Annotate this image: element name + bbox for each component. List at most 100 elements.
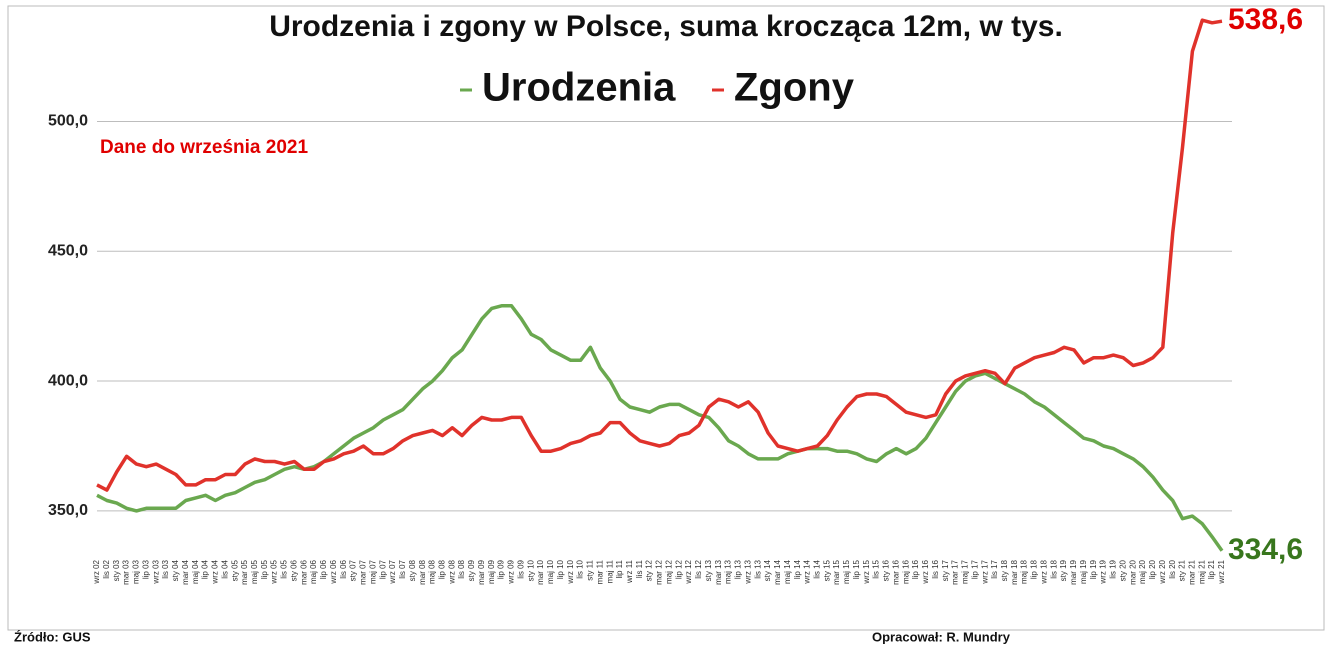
y-tick-label: 450,0 — [48, 242, 88, 259]
x-tick-label: sty 09 — [467, 559, 476, 581]
x-tick-label: lip 15 — [852, 559, 861, 579]
x-tick-label: lis 11 — [635, 559, 644, 578]
x-tick-label: maj 17 — [961, 559, 970, 584]
x-tick-label: sty 03 — [112, 559, 121, 581]
y-tick-label: 400,0 — [48, 372, 88, 389]
x-tick-label: mar 04 — [181, 559, 190, 584]
x-tick-label: mar 03 — [122, 559, 131, 584]
x-tick-label: lip 06 — [319, 559, 328, 579]
x-tick-label: mar 10 — [536, 559, 545, 584]
annotation: Dane do września 2021 — [100, 137, 308, 158]
x-tick-label: lis 04 — [220, 559, 229, 578]
x-tick-label: sty 20 — [1118, 559, 1127, 581]
x-tick-label: wrz 20 — [1158, 559, 1167, 584]
x-tick-label: mar 21 — [1188, 559, 1197, 584]
x-tick-label: lip 14 — [793, 559, 802, 579]
x-tick-label: lis 13 — [753, 559, 762, 578]
x-tick-label: wrz 10 — [566, 559, 575, 584]
x-tick-label: maj 03 — [132, 559, 141, 584]
x-tick-label: wrz 02 — [92, 559, 101, 584]
x-tick-label: wrz 03 — [151, 559, 160, 584]
x-tick-label: lis 16 — [931, 559, 940, 578]
author: Opracował: R. Mundry — [872, 629, 1011, 644]
x-tick-label: sty 15 — [822, 559, 831, 581]
x-tick-label: lip 19 — [1089, 559, 1098, 579]
x-tick-label: wrz 21 — [1217, 559, 1226, 584]
x-tick-label: mar 12 — [655, 559, 664, 584]
x-tick-label: sty 06 — [289, 559, 298, 581]
x-tick-label: wrz 05 — [270, 559, 279, 584]
x-tick-label: lis 17 — [990, 559, 999, 578]
x-tick-label: maj 21 — [1197, 559, 1206, 584]
x-tick-label: lis 10 — [576, 559, 585, 578]
x-tick-label: sty 18 — [1000, 559, 1009, 581]
x-tick-label: wrz 17 — [980, 559, 989, 584]
x-tick-label: wrz 19 — [1099, 559, 1108, 584]
x-tick-label: lis 19 — [1109, 559, 1118, 578]
x-tick-label: lis 06 — [339, 559, 348, 578]
source: Źródło: GUS — [14, 629, 91, 644]
x-tick-label: maj 08 — [428, 559, 437, 584]
x-tick-label: mar 07 — [359, 559, 368, 584]
x-tick-label: sty 08 — [408, 559, 417, 581]
end-label: 334,6 — [1228, 533, 1303, 566]
x-tick-label: lis 12 — [694, 559, 703, 578]
data-line — [96, 304, 1224, 552]
x-tick-label: lis 18 — [1049, 559, 1058, 578]
x-tick-label: lis 02 — [102, 559, 111, 578]
x-tick-label: wrz 07 — [388, 559, 397, 584]
x-tick-label: maj 09 — [487, 559, 496, 584]
x-tick-label: maj 12 — [664, 559, 673, 584]
x-tick-label: maj 07 — [368, 559, 377, 584]
x-tick-label: wrz 12 — [684, 559, 693, 584]
x-tick-label: lip 07 — [378, 559, 387, 579]
x-tick-label: lis 15 — [872, 559, 881, 578]
x-tick-label: lip 21 — [1207, 559, 1216, 579]
legend-label: Zgony — [734, 66, 855, 110]
x-tick-label: mar 15 — [832, 559, 841, 584]
x-tick-label: sty 14 — [763, 559, 772, 581]
x-tick-label: maj 05 — [250, 559, 259, 584]
x-tick-label: sty 12 — [645, 559, 654, 581]
x-tick-label: lip 18 — [1030, 559, 1039, 579]
x-tick-label: wrz 13 — [743, 559, 752, 584]
x-tick-label: maj 04 — [191, 559, 200, 584]
x-tick-label: mar 13 — [714, 559, 723, 584]
x-tick-label: maj 15 — [842, 559, 851, 584]
end-label: 538,6 — [1228, 3, 1303, 36]
x-tick-label: sty 17 — [941, 559, 950, 581]
x-tick-label: sty 05 — [230, 559, 239, 581]
x-tick-label: wrz 06 — [329, 559, 338, 584]
x-tick-label: mar 05 — [240, 559, 249, 584]
x-tick-label: maj 06 — [309, 559, 318, 584]
y-tick-label: 350,0 — [48, 502, 88, 519]
x-tick-label: lis 14 — [813, 559, 822, 578]
chart-title: Urodzenia i zgony w Polsce, suma krocząc… — [269, 10, 1063, 43]
x-tick-label: sty 19 — [1059, 559, 1068, 581]
x-tick-label: wrz 15 — [862, 559, 871, 584]
y-tick-label: 500,0 — [48, 113, 88, 130]
x-tick-label: mar 14 — [773, 559, 782, 584]
x-tick-label: maj 16 — [901, 559, 910, 584]
x-tick-label: maj 20 — [1138, 559, 1147, 584]
x-tick-label: sty 16 — [882, 559, 891, 581]
data-line — [96, 18, 1223, 492]
x-tick-label: lis 20 — [1168, 559, 1177, 578]
x-tick-label: mar 19 — [1069, 559, 1078, 584]
x-tick-label: sty 21 — [1178, 559, 1187, 581]
x-tick-label: sty 10 — [526, 559, 535, 581]
x-tick-label: maj 10 — [546, 559, 555, 584]
x-tick-label: mar 11 — [595, 559, 604, 584]
x-tick-label: sty 13 — [704, 559, 713, 581]
x-tick-label: mar 09 — [477, 559, 486, 584]
x-tick-label: lip 05 — [260, 559, 269, 579]
x-tick-label: lis 09 — [516, 559, 525, 578]
x-tick-label: lip 11 — [615, 559, 624, 578]
x-tick-label: wrz 18 — [1039, 559, 1048, 584]
x-tick-label: lis 05 — [280, 559, 289, 578]
x-tick-label: sty 04 — [171, 559, 180, 581]
x-tick-label: wrz 11 — [625, 559, 634, 584]
x-tick-label: mar 20 — [1128, 559, 1137, 584]
